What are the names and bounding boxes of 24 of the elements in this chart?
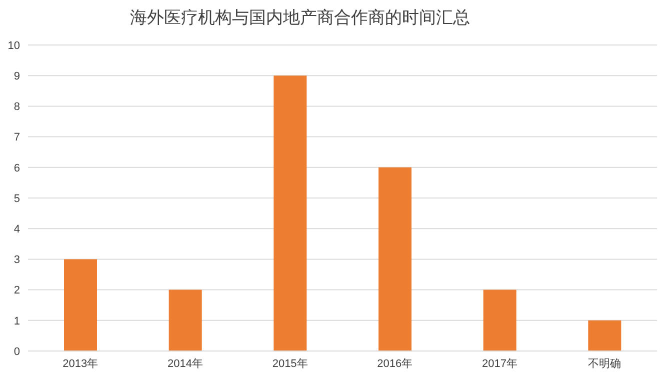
x-tick-label: 2017年 <box>482 358 518 370</box>
y-tick-label: 2 <box>14 284 20 297</box>
y-tick-label: 10 <box>8 40 20 52</box>
bar <box>64 259 97 351</box>
x-tick-label: 不明确 <box>588 358 622 370</box>
y-tick-label: 7 <box>14 132 20 144</box>
bar <box>378 167 412 351</box>
y-tick-label: 3 <box>14 254 20 266</box>
x-tick-label: 2014年 <box>168 358 203 370</box>
y-tick-label: 0 <box>14 346 20 358</box>
y-tick-label: 4 <box>14 224 20 236</box>
x-tick-label: 2016年 <box>377 358 413 370</box>
x-tick-label: 2015年 <box>272 358 308 370</box>
chart-title: 海外医疗机构与国内地产商合作商的时间汇总 <box>129 7 471 29</box>
x-tick-label: 2013年 <box>62 358 98 370</box>
y-tick-label: 5 <box>14 192 20 205</box>
bar <box>274 76 307 351</box>
y-tick-label: 9 <box>14 70 20 83</box>
y-tick-label: 8 <box>14 101 20 114</box>
bar <box>588 320 622 351</box>
y-tick-label: 6 <box>14 162 20 174</box>
y-tick-label: 1 <box>14 315 20 328</box>
bar <box>483 290 516 351</box>
bar <box>168 290 202 351</box>
